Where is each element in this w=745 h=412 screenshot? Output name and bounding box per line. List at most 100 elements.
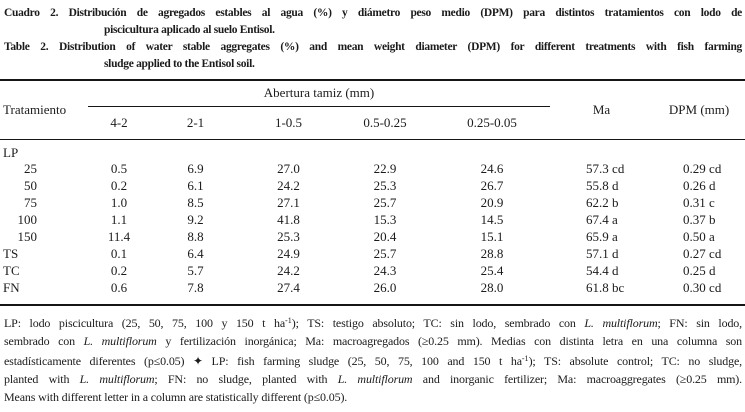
aggregate-value-cell: 0.6 bbox=[110, 279, 128, 295]
dpm-value-cell: 0.31 c bbox=[683, 195, 715, 210]
treatment-column-header: Tratamiento bbox=[3, 101, 67, 117]
ma-value-cell: 57.3 cd bbox=[586, 161, 625, 176]
sieve-column-header-025-005: 0.25-0.05 bbox=[467, 114, 517, 130]
table-row: TC 0.2 5.7 24.2 24.3 25.4 54.4 d 0.25 d bbox=[0, 263, 745, 280]
dpm-value-cell: 0.37 b bbox=[683, 212, 716, 227]
dpm-column-header: DPM (mm) bbox=[668, 101, 730, 117]
aggregate-value-cell: 6.4 bbox=[187, 246, 204, 261]
aggregate-value-cell: 5.7 bbox=[187, 263, 204, 278]
species-name-italic: L. multiflorum bbox=[83, 333, 157, 348]
footnote-text: y fertilización inorgánica; Ma: macroagr… bbox=[156, 333, 742, 348]
aggregate-value-cell: 1.1 bbox=[110, 212, 128, 227]
dpm-value-cell: 0.27 cd bbox=[683, 246, 722, 261]
caption-en-line2: sludge applied to the Entisol soil. bbox=[104, 58, 255, 70]
aggregate-value-cell: 6.1 bbox=[187, 178, 204, 193]
species-name-italic: L. multiflorum bbox=[337, 371, 413, 386]
treatment-cell: 25 bbox=[0, 161, 88, 178]
dpm-value-cell: 0.29 cd bbox=[683, 161, 722, 176]
caption-es-line1: Cuadro 2. Distribución de agregados esta… bbox=[4, 5, 742, 22]
dpm-value-cell: 0.25 d bbox=[683, 263, 716, 278]
treatment-cell: 100 bbox=[0, 212, 88, 229]
treatment-label: 150 bbox=[17, 229, 38, 244]
aggregate-value-cell: 27.4 bbox=[277, 279, 300, 295]
dpm-value-cell: 0.50 a bbox=[683, 229, 715, 244]
ma-value-cell: 65.9 a bbox=[586, 229, 618, 244]
footnote-text: ); TS: absolute control; TC: no sludge, bbox=[528, 353, 742, 368]
aggregate-value-cell: 15.1 bbox=[480, 229, 504, 244]
treatment-cell: FN bbox=[0, 280, 88, 305]
table-row: LP bbox=[0, 138, 745, 161]
aggregate-value-cell: 11.4 bbox=[107, 229, 131, 244]
dpm-value-cell bbox=[653, 138, 745, 161]
ma-value-cell: 67.4 a bbox=[586, 212, 618, 227]
treatment-cell: 75 bbox=[0, 195, 88, 212]
dpm-value-cell: 0.30 cd bbox=[683, 279, 722, 295]
table-row: TS 0.1 6.4 24.9 25.7 28.8 57.1 d 0.27 cd bbox=[0, 246, 745, 263]
aggregate-value-cell: 41.8 bbox=[277, 212, 300, 227]
sieve-column-header-05-025: 0.5-0.25 bbox=[363, 114, 407, 130]
aggregate-value-cell: 24.9 bbox=[277, 246, 300, 261]
aggregate-value-cell bbox=[88, 138, 150, 161]
ma-value-cell: 62.2 b bbox=[586, 195, 619, 210]
footnote-text: LP: lodo piscicultura (25, 50, 75, 100 y… bbox=[4, 315, 286, 330]
footnote-line: planted with L. multiflorum; FN: no slud… bbox=[4, 370, 742, 388]
aggregate-value-cell: 8.8 bbox=[187, 229, 204, 244]
table-row: 50 0.2 6.1 24.2 25.3 26.7 55.8 d 0.26 d bbox=[0, 178, 745, 195]
aggregate-value-cell: 25.7 bbox=[373, 195, 397, 210]
treatment-label: LP bbox=[3, 144, 19, 160]
aggregate-value-cell: 24.2 bbox=[277, 263, 300, 278]
aggregate-value-cell: 25.3 bbox=[277, 229, 300, 244]
aggregate-value-cell: 20.9 bbox=[480, 195, 504, 210]
aggregate-value-cell: 0.1 bbox=[110, 246, 128, 261]
footnote-text: ); TS: testigo absoluto; TC: sin lodo, s… bbox=[291, 315, 585, 330]
aggregate-value-cell: 27.0 bbox=[277, 161, 300, 176]
aggregate-value-cell: 14.5 bbox=[480, 212, 504, 227]
treatment-cell: TS bbox=[0, 246, 88, 263]
treatment-label: 25 bbox=[24, 161, 37, 176]
treatment-label: 50 bbox=[24, 178, 37, 193]
aggregate-value-cell: 24.6 bbox=[480, 161, 504, 176]
table-row: FN 0.6 7.8 27.4 26.0 28.0 61.8 bc 0.30 cd bbox=[0, 280, 745, 305]
species-name-italic: L. multiflorum bbox=[79, 371, 155, 386]
superscript-text: -1 bbox=[521, 353, 529, 363]
footnote: LP: lodo piscicultura (25, 50, 75, 100 y… bbox=[0, 312, 745, 406]
caption-en-label: Table 2. bbox=[4, 41, 49, 53]
ma-value-cell: 57.1 d bbox=[586, 246, 619, 261]
footnote-text: ; FN: sin lodo, bbox=[657, 315, 742, 330]
footnote-text: sembrado con bbox=[4, 333, 84, 348]
treatment-label: 75 bbox=[24, 195, 37, 210]
aggregate-value-cell: 24.3 bbox=[373, 263, 397, 278]
aggregate-value-cell: 28.0 bbox=[480, 279, 504, 295]
aggregate-value-cell: 0.2 bbox=[110, 178, 128, 193]
aggregate-value-cell: 7.8 bbox=[187, 279, 204, 295]
footnote-text: ; FN: no sludge, planted with bbox=[154, 371, 338, 386]
treatment-cell: LP bbox=[0, 138, 88, 161]
aggregate-value-cell: 25.7 bbox=[373, 246, 397, 261]
footnote-text: estadísticamente diferentes (p≤0.05) ✦ L… bbox=[4, 353, 522, 368]
aggregate-value-cell: 26.7 bbox=[480, 178, 504, 193]
ma-value-cell: 61.8 bc bbox=[586, 279, 625, 295]
treatment-cell: 150 bbox=[0, 229, 88, 246]
sieve-column-header-1-05: 1-0.5 bbox=[274, 114, 303, 130]
ma-value-cell bbox=[550, 138, 654, 161]
species-name-italic: L. multiflorum bbox=[584, 315, 658, 330]
aggregate-value-cell: 25.3 bbox=[373, 178, 397, 193]
table-body: LP 25 0.5 6.9 27.0 22.9 24.6 57.3 cd 0.29 cd 50 0.… bbox=[0, 138, 745, 305]
footnote-text: and inorganic fertilizer; Ma: macroaggre… bbox=[412, 371, 742, 386]
ma-column-header: Ma bbox=[592, 101, 611, 117]
aggregate-value-cell bbox=[434, 138, 551, 161]
aggregate-value-cell bbox=[241, 138, 336, 161]
aggregate-value-cell: 26.0 bbox=[373, 279, 397, 295]
table-row: 25 0.5 6.9 27.0 22.9 24.6 57.3 cd 0.29 cd bbox=[0, 161, 745, 178]
aggregate-value-cell: 28.8 bbox=[480, 246, 504, 261]
aggregate-value-cell: 6.9 bbox=[187, 161, 204, 176]
treatment-cell: 50 bbox=[0, 178, 88, 195]
table-row: 150 11.4 8.8 25.3 20.4 15.1 65.9 a 0.50 a bbox=[0, 229, 745, 246]
caption-es-text: Distribución de agregados estables al ag… bbox=[68, 7, 742, 19]
aggregate-value-cell bbox=[150, 138, 241, 161]
aggregate-value-cell: 0.5 bbox=[110, 161, 128, 176]
aggregate-value-cell: 20.4 bbox=[373, 229, 397, 244]
caption-es-line2: piscicultura aplicado al suelo Entisol. bbox=[104, 24, 275, 36]
aggregate-value-cell: 0.2 bbox=[110, 263, 128, 278]
treatment-label: TS bbox=[3, 246, 19, 261]
